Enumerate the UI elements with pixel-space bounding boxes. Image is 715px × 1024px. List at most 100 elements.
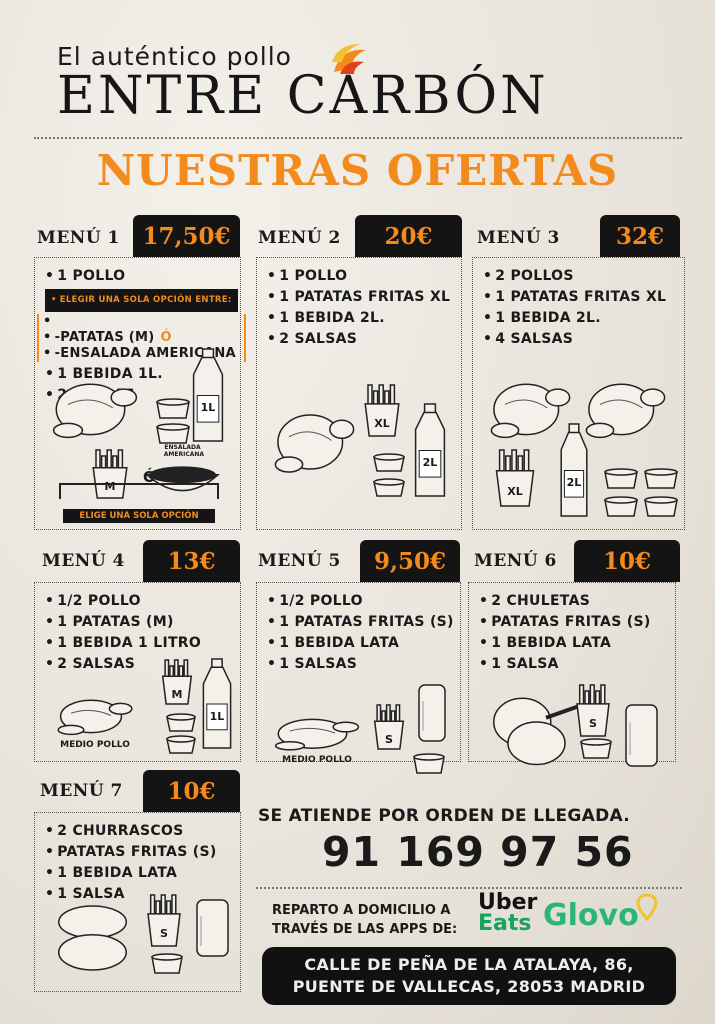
menu-5-box: 1/2 POLLO1 PATATAS FRITAS (S)1 BEBIDA LA… [256,582,461,774]
menu-7-price: 10€ [143,770,240,812]
menu-item: 1 BEBIDA LATA [45,863,217,884]
menu-6-title: MENÚ 6 [474,551,557,571]
menu-1-title: MENÚ 1 [37,228,120,248]
menu-item: 1 PATATAS FRITAS (S) [267,612,454,633]
fries-icon: S [574,683,612,738]
can-icon [624,703,659,768]
phone-number[interactable]: 91 169 97 56 [322,828,634,876]
menu-item: 2 SALSAS [45,654,201,675]
menu-7-box: 2 CHURRASCOSPATATAS FRITAS (S)1 BEBIDA L… [34,812,241,992]
menu-item: 1 POLLO [45,266,238,287]
chicken-icon [583,373,668,443]
menu-6-box: 2 CHULETASPATATAS FRITAS (S)1 BEBIDA LAT… [468,582,676,767]
divider [256,887,682,889]
sauce-icon [603,496,639,518]
menu-6-items: 2 CHULETASPATATAS FRITAS (S)1 BEBIDA LAT… [479,591,651,675]
delivery-line-2: TRAVÉS DE LAS APPS DE: [272,922,458,937]
uber-eats-logo[interactable]: Uber Eats [478,890,538,936]
uber-logo-text: Uber [478,890,538,915]
fries-label: S [160,927,168,941]
sauce-icon [579,738,613,760]
menu-4-items: 1/2 POLLO1 PATATAS (M)1 BEBIDA 1 LITRO2 … [45,591,201,675]
glovo-logo[interactable]: Glovo [543,898,639,933]
menu-item: 1/2 POLLO [267,591,454,612]
menu-2-items: 1 POLLO1 PATATAS FRITAS XL1 BEBIDA 2L.2 … [267,266,450,350]
sauce-icon [155,398,191,420]
menu-item: 1 BEBIDA 2L. [483,308,666,329]
steaks-icon [55,898,130,978]
menu-5-items: 1/2 POLLO1 PATATAS FRITAS (S)1 BEBIDA LA… [267,591,454,675]
choice-option: -PATATAS (M) Ó [43,330,240,346]
menu-1-price: 17,50€ [133,215,240,257]
menu-2-title: MENÚ 2 [258,228,341,248]
menu-item: 1 BEBIDA 1 LITRO [45,633,201,654]
choice-option: -ENSALADA AMERICANA [43,346,240,362]
menu-item: 1 BEBIDA 1L. [45,364,238,385]
choice-option-label: -ENSALADA AMERICANA [54,346,236,361]
choice-option-label: -PATATAS (M) [54,330,155,345]
half-chicken-label: MEDIO POLLO [60,740,130,750]
menu-item: PATATAS FRITAS (S) [45,842,217,863]
choose-one-banner: ELIGE UNA SOLA OPCIÓN [63,509,215,523]
menu-6-price: 10€ [574,540,680,582]
sauce-icon [155,423,191,445]
brand-logo: ENTRE CARBÓN [57,66,549,126]
menu-item: 1 PATATAS FRITAS XL [483,287,666,308]
menu-item: 1 SALSA [45,884,217,905]
menu-4-box: 1/2 POLLO1 PATATAS (M)1 BEBIDA 1 LITRO2 … [34,582,241,762]
bottle-icon: 1L [190,348,226,443]
fries-icon: M [160,658,194,706]
sauce-icon [165,735,197,755]
sauce-icon [372,453,406,473]
salad-label: ENSALADA AMERICANA [163,444,205,458]
menu-4-price: 13€ [143,540,240,582]
fries-icon: S [145,893,183,948]
menu-1-box: 1 POLLOELEGIR UNA SOLA OPCIÓN ENTRE: -PAT… [34,257,246,530]
menu-2-price: 20€ [355,215,462,257]
half-chicken-label: MEDIO POLLO [282,755,352,765]
menu-item: PATATAS FRITAS (S) [479,612,651,633]
menu-item: 1 BEBIDA LATA [479,633,651,654]
sauce-icon [643,496,679,518]
menu-4-title: MENÚ 4 [42,551,125,571]
tagline: El auténtico pollo [57,42,292,71]
chops-icon [489,688,584,773]
menu-item: 1 BEBIDA LATA [267,633,454,654]
menu-item: 2 SALSAS [267,329,450,350]
menu-3-items: 2 POLLOS1 PATATAS FRITAS XL1 BEBIDA 2L.4… [483,266,666,350]
half-chicken-icon: MEDIO POLLO [272,713,362,765]
bottle-label: 1L [209,709,225,723]
bottle-icon: 2L [558,423,590,518]
menu-item: 1 POLLO [267,266,450,287]
delivery-line-1: REPARTO A DOMICILIO A [272,903,451,918]
fries-label: XL [507,485,523,499]
sauce-icon [643,468,679,490]
offers-title: NUESTRAS OFERTAS [96,146,619,195]
choice-or: Ó [160,330,172,345]
menu-item: 1 SALSA [479,654,651,675]
menu-item: 1 SALSAS [267,654,454,675]
menu-item: 1 PATATAS FRITAS XL [267,287,450,308]
menu-item: 4 SALSAS [483,329,666,350]
sauce-icon [603,468,639,490]
bottle-label: 2L [422,456,438,470]
chicken-icon [488,373,573,443]
menu-7-items: 2 CHURRASCOSPATATAS FRITAS (S)1 BEBIDA L… [45,821,217,905]
fries-label: S [385,732,393,746]
choice-heading: ELEGIR UNA SOLA OPCIÓN ENTRE: [45,289,238,312]
sauce-icon [150,953,184,975]
fries-label: S [589,717,597,731]
can-icon [195,898,230,958]
fries-icon: XL [493,448,537,508]
divider [34,137,682,139]
menu-item: 1 BEBIDA 2L. [267,308,450,329]
chicken-icon [50,373,140,443]
option-bracket [59,483,219,499]
menu-5-title: MENÚ 5 [258,551,341,571]
sauce-icon [165,713,197,733]
eats-logo-text: Eats [478,911,532,936]
bottle-label: 2L [566,476,582,490]
half-chicken-icon: MEDIO POLLO [55,693,135,750]
map-pin-icon [636,893,658,922]
fries-icon: M [90,448,130,500]
